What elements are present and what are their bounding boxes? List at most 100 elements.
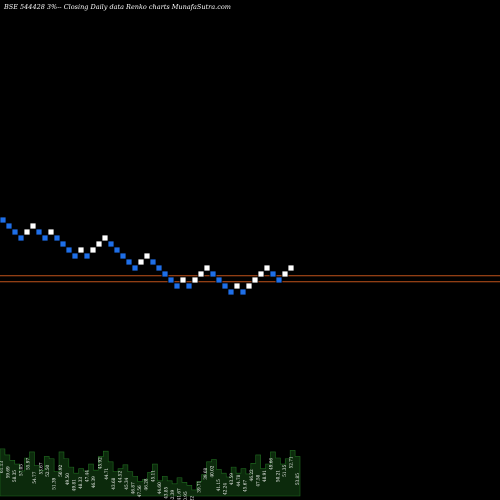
renko-brick-down bbox=[83, 252, 91, 260]
volume-label: 40.22 bbox=[190, 496, 195, 500]
renko-brick-up bbox=[251, 276, 259, 284]
renko-brick-down bbox=[185, 282, 193, 290]
volume-label: 41.67 bbox=[177, 488, 182, 500]
renko-brick-down bbox=[119, 252, 127, 260]
renko-brick-up bbox=[143, 252, 151, 260]
renko-brick-up bbox=[47, 228, 55, 236]
volume-label: 40.95 bbox=[183, 491, 188, 500]
volume-label: 50.92 bbox=[58, 464, 63, 476]
volume-label: 50.21 bbox=[275, 470, 280, 482]
volume-label: 51.35 bbox=[282, 464, 287, 476]
volume-label: 47.58 bbox=[256, 474, 261, 486]
volume-label: 48.91 bbox=[262, 470, 267, 482]
renko-brick-up bbox=[95, 240, 103, 248]
renko-brick-up bbox=[191, 276, 199, 284]
volume-label: 46.28 bbox=[144, 478, 149, 490]
volume-label: 53.85 bbox=[295, 473, 300, 485]
renko-brick-up bbox=[23, 228, 31, 236]
volume-label: 58.35 bbox=[12, 470, 17, 482]
volume-label: 49.81 bbox=[71, 479, 76, 491]
volume-label: 49.50 bbox=[65, 473, 70, 485]
renko-brick-down bbox=[215, 276, 223, 284]
volume-area bbox=[0, 448, 301, 497]
volume-label: 45.92 bbox=[98, 457, 103, 469]
renko-brick-down bbox=[269, 270, 277, 278]
renko-brick-up bbox=[137, 258, 145, 266]
renko-brick-up bbox=[203, 264, 211, 272]
volume-label: 51.39 bbox=[52, 477, 57, 489]
volume-label: 45.34 bbox=[124, 477, 129, 489]
renko-brick-down bbox=[65, 246, 73, 254]
volume-label: 40.02 bbox=[209, 465, 214, 477]
renko-brick-down bbox=[125, 258, 133, 266]
volume-label: 55.97 bbox=[25, 458, 30, 470]
volume-label: 42.39 bbox=[170, 490, 175, 500]
volume-label: 48.33 bbox=[78, 477, 83, 489]
renko-brick-down bbox=[5, 222, 13, 230]
volume-label: 45.67 bbox=[242, 480, 247, 492]
renko-brick-down bbox=[0, 216, 7, 224]
volume-label: 43.59 bbox=[229, 473, 234, 485]
volume-label: 44.60 bbox=[157, 482, 162, 494]
renko-brick-down bbox=[167, 276, 175, 284]
reference-lines bbox=[0, 275, 500, 283]
renko-brick-down bbox=[221, 282, 229, 290]
renko-brick-up bbox=[245, 282, 253, 290]
renko-bricks bbox=[0, 216, 295, 296]
renko-brick-up bbox=[287, 264, 295, 272]
renko-brick-up bbox=[197, 270, 205, 278]
volume-label: 47.44 bbox=[85, 470, 90, 482]
renko-brick-down bbox=[71, 252, 79, 260]
renko-brick-down bbox=[53, 234, 61, 242]
volume-label: 52.71 bbox=[288, 456, 293, 468]
renko-brick-down bbox=[131, 264, 139, 272]
renko-brick-down bbox=[209, 270, 217, 278]
volume-label: 57.05 bbox=[19, 464, 24, 476]
volume-label: 46.22 bbox=[249, 469, 254, 481]
volume-label: 39.68 bbox=[203, 467, 208, 479]
volume-label: 53.67 bbox=[38, 462, 43, 474]
volume-label: 44.52 bbox=[117, 471, 122, 483]
volume-label: 42.24 bbox=[223, 483, 228, 495]
volume-label: 52.50 bbox=[45, 464, 50, 476]
renko-brick-up bbox=[101, 234, 109, 242]
volume-label: 44.78 bbox=[236, 474, 241, 486]
renko-brick-up bbox=[281, 270, 289, 278]
renko-brick-up bbox=[233, 282, 241, 290]
renko-brick-down bbox=[11, 228, 19, 236]
renko-brick-down bbox=[41, 234, 49, 242]
renko-brick-up bbox=[77, 246, 85, 254]
renko-brick-down bbox=[239, 288, 247, 296]
volume-label: 61.13 bbox=[0, 461, 4, 473]
renko-brick-down bbox=[173, 282, 181, 290]
volume-label: 47.56 bbox=[137, 485, 142, 497]
renko-brick-up bbox=[263, 264, 271, 272]
renko-brick-down bbox=[275, 276, 283, 284]
renko-brick-down bbox=[107, 240, 115, 248]
volume-label: 43.68 bbox=[111, 477, 116, 489]
renko-brick-down bbox=[35, 228, 43, 236]
renko-brick-down bbox=[227, 288, 235, 296]
volume-label: 44.71 bbox=[104, 467, 109, 479]
volume-label: 49.66 bbox=[269, 458, 274, 470]
volume-label: 59.69 bbox=[6, 466, 11, 478]
volume-label: 41.15 bbox=[216, 479, 221, 491]
volume-label: 43.85 bbox=[163, 486, 168, 498]
volume-label: 39.71 bbox=[196, 480, 201, 492]
renko-brick-up bbox=[179, 276, 187, 284]
renko-brick-down bbox=[17, 234, 25, 242]
renko-brick-down bbox=[161, 270, 169, 278]
renko-brick-down bbox=[149, 258, 157, 266]
volume-label: 46.39 bbox=[91, 476, 96, 488]
renko-brick-down bbox=[155, 264, 163, 272]
renko-brick-down bbox=[113, 246, 121, 254]
volume-label: 45.11 bbox=[150, 470, 155, 482]
renko-brick-up bbox=[257, 270, 265, 278]
chart-title: BSE 544428 3%-- Closing Daily data Renko… bbox=[3, 3, 231, 11]
renko-brick-down bbox=[59, 240, 67, 248]
renko-brick-up bbox=[29, 222, 37, 230]
volume-label: 54.77 bbox=[32, 471, 37, 483]
